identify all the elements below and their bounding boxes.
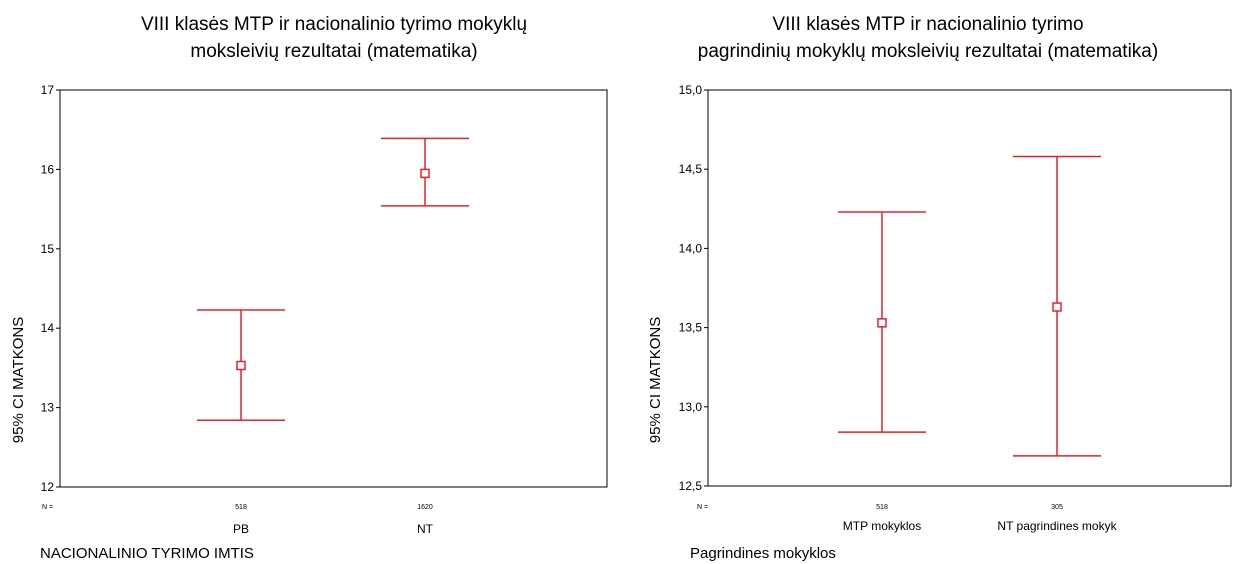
chart-right-y-axis: 12,5 13,0 13,5 14,0 14,5 15,0 xyxy=(679,83,708,493)
chart-left-plot-frame xyxy=(59,89,608,488)
chart-right-title-line-2: pagrindinių mokyklų moksleivių rezultata… xyxy=(698,41,1158,62)
chart-left-title-line-1: VIII klasės MTP ir nacionalinio tyrimo m… xyxy=(141,14,527,35)
mean-marker xyxy=(877,318,887,328)
chart-right-n-value: 518 xyxy=(876,504,888,511)
chart-right-y-tick-label: 14,5 xyxy=(679,162,703,176)
chart-left-y-axis-label: 95% CI MATKONS xyxy=(10,317,27,443)
chart-right-errorbar-0 xyxy=(838,211,926,433)
chart-left-n-value: 518 xyxy=(235,504,247,511)
mean-marker xyxy=(420,168,430,179)
chart-right-y-tick-label: 14,0 xyxy=(679,241,703,255)
chart-left-y-tick-label: 12 xyxy=(41,480,55,494)
chart-left-marks: 518 PB 1620 NT xyxy=(197,137,469,536)
chart-left-y-tick-label: 16 xyxy=(41,162,55,176)
chart-right-n-label: N = xyxy=(697,504,708,511)
chart-right-y-tick-label: 13,5 xyxy=(679,321,703,335)
chart-left-y-axis: 12 13 14 15 16 17 xyxy=(41,83,60,494)
chart-left-y-tick-label: 15 xyxy=(41,242,55,256)
chart-right-title-line-1: VIII klasės MTP ir nacionalinio tyrimo xyxy=(772,14,1083,35)
chart-left-n-value: 1620 xyxy=(417,504,433,511)
chart-left-y-tick-label: 17 xyxy=(41,83,55,97)
chart-right-n-value: 305 xyxy=(1051,504,1063,511)
chart-left-errorbar-0 xyxy=(197,309,285,422)
chart-right-y-tick-label: 15,0 xyxy=(679,83,703,97)
chart-right-errorbar-1 xyxy=(1013,155,1101,457)
chart-left-title-line-2: moksleivių rezultatai (matematika) xyxy=(190,41,477,62)
chart-right-y-tick-label: 13,0 xyxy=(679,400,703,414)
chart-right-x-axis-label: Pagrindines mokyklos xyxy=(690,545,836,562)
chart-right-marks: 518 MTP mokyklos 305 NT pagrindines mokyk xyxy=(838,155,1118,533)
chart-left-x-axis-label: NACIONALINIO TYRIMO IMTIS xyxy=(40,545,254,562)
chart-right: VIII klasės MTP ir nacionalinio tyrimo p… xyxy=(647,14,1232,562)
chart-right-plot-frame xyxy=(707,89,1232,487)
chart-left: VIII klasės MTP ir nacionalinio tyrimo m… xyxy=(10,14,608,562)
mean-marker xyxy=(236,360,246,371)
mean-marker xyxy=(1052,302,1062,312)
chart-left-y-tick-label: 13 xyxy=(41,401,55,415)
chart-left-category-label: PB xyxy=(233,522,249,536)
chart-left-category-label: NT xyxy=(417,522,434,536)
chart-right-y-tick-label: 12,5 xyxy=(679,479,703,493)
chart-right-category-label: MTP mokyklos xyxy=(843,519,921,533)
chart-right-category-label: NT pagrindines mokyk xyxy=(997,519,1117,533)
chart-left-errorbar-1 xyxy=(381,137,469,207)
chart-left-n-label: N = xyxy=(42,504,53,511)
chart-right-y-axis-label: 95% CI MATKONS xyxy=(647,317,664,443)
chart-left-y-tick-label: 14 xyxy=(41,321,55,335)
